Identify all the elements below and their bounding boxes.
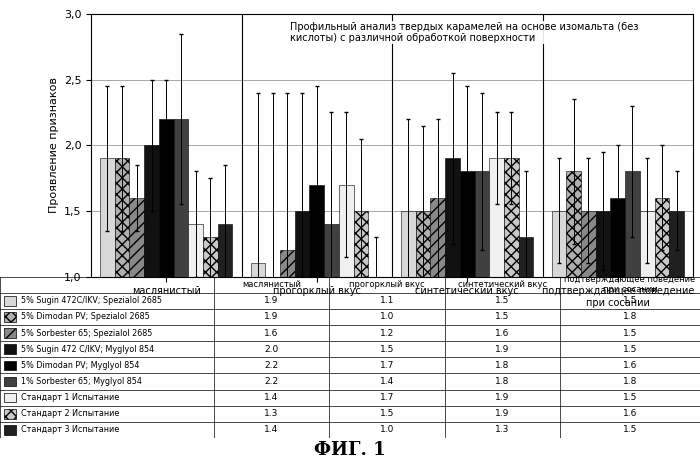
Bar (159, 119, 174, 277)
FancyBboxPatch shape (4, 377, 16, 386)
FancyBboxPatch shape (4, 328, 16, 338)
Text: подтверждающее поведение
при сосании: подтверждающее поведение при сосании (564, 275, 696, 295)
Text: 1.6: 1.6 (264, 329, 279, 337)
FancyBboxPatch shape (4, 409, 16, 419)
Bar (218, 224, 232, 277)
Bar (324, 224, 339, 277)
Bar (654, 198, 669, 277)
Text: 1.9: 1.9 (495, 345, 510, 354)
Text: 5% Sorbester 65; Spezialol 2685: 5% Sorbester 65; Spezialol 2685 (21, 329, 153, 337)
Bar (552, 211, 566, 277)
Bar (115, 159, 130, 277)
Bar (295, 211, 309, 277)
Text: 1% Sorbester 65; Myglyol 854: 1% Sorbester 65; Myglyol 854 (21, 377, 142, 386)
Text: маслянистый: маслянистый (241, 280, 301, 289)
Text: 2.0: 2.0 (264, 345, 279, 354)
Text: 1.5: 1.5 (623, 329, 637, 337)
Bar (566, 171, 581, 277)
Text: 1.8: 1.8 (495, 377, 510, 386)
FancyBboxPatch shape (4, 296, 16, 306)
Text: 2.2: 2.2 (264, 361, 279, 370)
Bar (445, 159, 460, 277)
Bar (489, 159, 504, 277)
Text: 1.8: 1.8 (623, 313, 637, 321)
Bar (669, 211, 684, 277)
Text: 1.5: 1.5 (379, 409, 394, 418)
Bar (430, 198, 445, 277)
FancyBboxPatch shape (4, 393, 16, 402)
Text: 1.6: 1.6 (623, 409, 637, 418)
Text: 5% Dimodan PV; Spezialol 2685: 5% Dimodan PV; Spezialol 2685 (21, 313, 150, 321)
Text: 1.5: 1.5 (495, 313, 510, 321)
Text: 1.6: 1.6 (623, 361, 637, 370)
Text: 1.9: 1.9 (495, 393, 510, 402)
Text: 5% Dimodan PV; Myglyol 854: 5% Dimodan PV; Myglyol 854 (21, 361, 139, 370)
Text: 1.3: 1.3 (264, 409, 279, 418)
FancyBboxPatch shape (4, 361, 16, 370)
Text: 1.7: 1.7 (379, 361, 394, 370)
FancyBboxPatch shape (4, 344, 16, 354)
Text: 1.6: 1.6 (495, 329, 510, 337)
Bar (640, 211, 655, 277)
Text: ФИГ. 1: ФИГ. 1 (314, 441, 386, 459)
FancyBboxPatch shape (4, 312, 16, 322)
Text: 5% Sugin 472 C/IKV; Myglyol 854: 5% Sugin 472 C/IKV; Myglyol 854 (21, 345, 154, 354)
Text: 1.8: 1.8 (623, 377, 637, 386)
Bar (251, 264, 265, 277)
Text: синтетический вкус: синтетический вкус (458, 280, 547, 289)
Text: 1.5: 1.5 (495, 296, 510, 305)
Bar (581, 211, 596, 277)
Text: 1.5: 1.5 (379, 345, 394, 354)
Text: 1.4: 1.4 (264, 393, 279, 402)
Bar (174, 119, 188, 277)
Text: 1.0: 1.0 (379, 313, 394, 321)
Text: 1.5: 1.5 (623, 296, 637, 305)
Bar (504, 159, 519, 277)
Text: 1.9: 1.9 (495, 409, 510, 418)
Text: 1.1: 1.1 (379, 296, 394, 305)
Text: 1.4: 1.4 (379, 377, 394, 386)
Text: 1.9: 1.9 (264, 296, 279, 305)
FancyBboxPatch shape (4, 425, 16, 435)
Bar (144, 145, 159, 277)
Y-axis label: Проявление признаков: Проявление признаков (50, 77, 60, 213)
Bar (610, 198, 625, 277)
Text: Стандарт 2 Испытание: Стандарт 2 Испытание (21, 409, 120, 418)
Text: 1.9: 1.9 (264, 313, 279, 321)
Bar (100, 159, 115, 277)
Text: 5% Sugin 472C/IKV; Spezialol 2685: 5% Sugin 472C/IKV; Spezialol 2685 (21, 296, 162, 305)
Text: 1.5: 1.5 (623, 393, 637, 402)
Bar (130, 198, 144, 277)
Bar (401, 211, 416, 277)
Bar (309, 185, 324, 277)
Text: 1.7: 1.7 (379, 393, 394, 402)
Text: Профильный анализ твердых карамелей на основе изомальта (без
кислоты) с различно: Профильный анализ твердых карамелей на о… (290, 22, 638, 43)
Bar (339, 185, 354, 277)
Text: 1.5: 1.5 (623, 426, 637, 434)
Text: Стандарт 1 Испытание: Стандарт 1 Испытание (21, 393, 119, 402)
Bar (203, 237, 218, 277)
Bar (519, 237, 533, 277)
Text: 1.5: 1.5 (623, 345, 637, 354)
Text: 1.4: 1.4 (264, 426, 279, 434)
Text: 1.8: 1.8 (495, 361, 510, 370)
Bar (280, 250, 295, 277)
Bar (188, 224, 203, 277)
Bar (625, 171, 640, 277)
Text: 1.3: 1.3 (495, 426, 510, 434)
Text: Стандарт 3 Испытание: Стандарт 3 Испытание (21, 426, 119, 434)
Text: 1.0: 1.0 (379, 426, 394, 434)
Text: 1.2: 1.2 (379, 329, 394, 337)
Bar (475, 171, 489, 277)
Text: прогорклый вкус: прогорклый вкус (349, 280, 425, 289)
Text: 2.2: 2.2 (264, 377, 279, 386)
Bar (596, 211, 610, 277)
Bar (416, 211, 430, 277)
Bar (354, 211, 368, 277)
Bar (460, 171, 475, 277)
